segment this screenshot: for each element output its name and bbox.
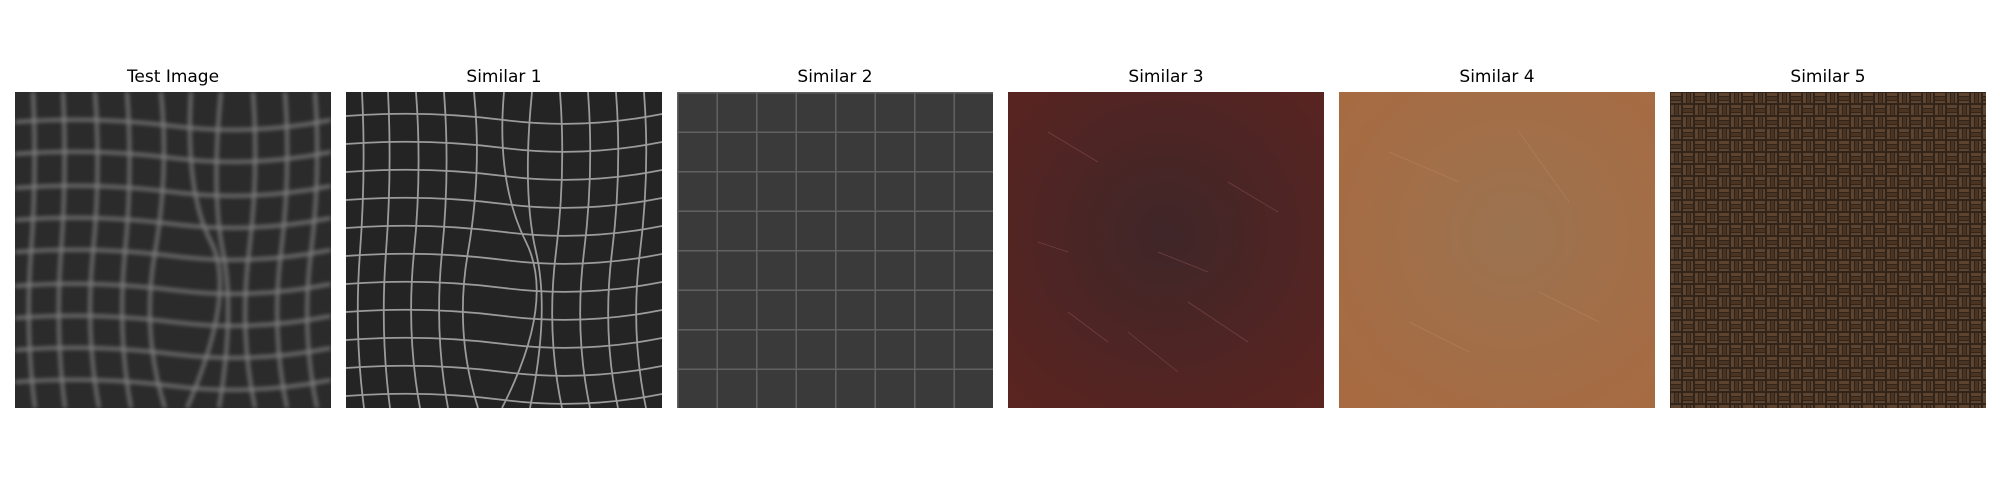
panel-title: Similar 2 [797,67,873,87]
similar-1-texture [346,92,662,408]
test-image-texture [15,92,331,408]
panel-similar-1: Similar 1 [346,62,662,408]
panel-similar-3: Similar 3 [1008,62,1324,408]
similar-5-texture [1670,92,1986,408]
similar-4-texture [1339,92,1655,408]
panel-title: Similar 5 [1790,67,1866,87]
panel-title: Similar 4 [1459,67,1535,87]
panel-similar-4: Similar 4 [1339,62,1655,408]
panel-title: Similar 3 [1128,67,1204,87]
similar-2-texture [677,92,993,408]
similar-3-texture [1008,92,1324,408]
panel-title: Test Image [126,67,220,87]
panel-title: Similar 1 [466,67,542,87]
panel-similar-2: Similar 2 [677,62,993,408]
panel-test-image: Test Image [15,62,331,408]
panel-similar-5: Similar 5 [1670,62,1986,408]
